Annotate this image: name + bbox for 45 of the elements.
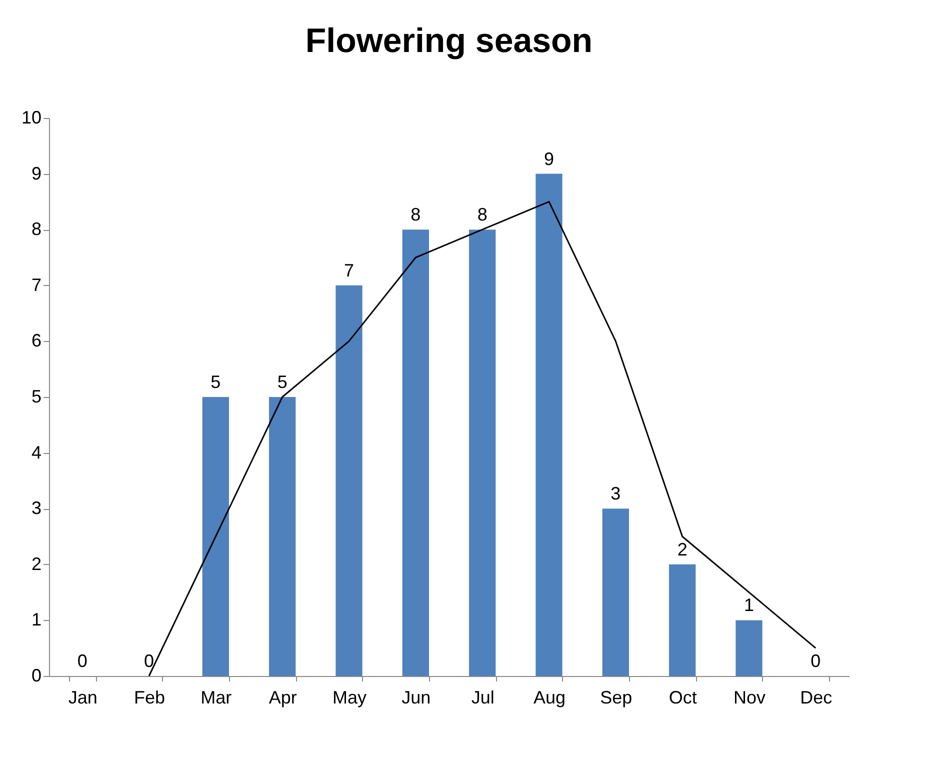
- x-tick-label: Jun: [402, 688, 431, 708]
- x-tick-label: Jan: [68, 688, 98, 708]
- data-label: 3: [610, 484, 621, 504]
- x-tick-label: May: [332, 688, 367, 708]
- x-tick-label: Oct: [668, 688, 697, 708]
- y-tick-label: 2: [31, 554, 42, 574]
- data-label: 8: [477, 204, 488, 225]
- data-label: 5: [210, 372, 221, 392]
- x-tick-label: Jul: [471, 688, 494, 708]
- data-label: 0: [144, 651, 154, 671]
- data-label: 8: [410, 204, 421, 225]
- x-tick-label: Sep: [600, 688, 632, 708]
- data-label: 0: [810, 651, 821, 671]
- data-label: 2: [677, 539, 688, 560]
- y-tick-label: 7: [31, 274, 42, 295]
- x-tick-label: Dec: [800, 688, 832, 708]
- bar: [469, 230, 496, 676]
- y-tick-label: 9: [31, 163, 42, 184]
- bar: [669, 564, 696, 676]
- y-tick-label: 0: [31, 666, 42, 686]
- data-label: 7: [344, 260, 354, 280]
- data-label: 9: [544, 148, 554, 169]
- y-tick-label: 6: [31, 330, 42, 351]
- chart-title: Flowering season: [305, 22, 593, 60]
- x-tick-label: Nov: [733, 688, 766, 708]
- data-label: 1: [744, 595, 754, 616]
- bar: [269, 397, 296, 676]
- bar: [736, 620, 762, 676]
- x-tick-label: Aug: [533, 688, 566, 708]
- y-tick-label: 8: [31, 219, 42, 240]
- y-tick-label: 5: [31, 386, 42, 406]
- bar: [202, 397, 229, 676]
- x-tick-label: Mar: [200, 688, 232, 708]
- bar: [336, 285, 362, 676]
- x-tick-label: Feb: [134, 688, 166, 708]
- y-tick-label: 1: [31, 610, 42, 630]
- data-label: 5: [277, 372, 288, 392]
- bar: [536, 174, 562, 676]
- y-tick-label: 10: [21, 108, 42, 128]
- x-tick-label: Apr: [268, 688, 297, 708]
- bar: [402, 230, 429, 676]
- bar: [602, 508, 629, 676]
- y-tick-label: 3: [31, 498, 42, 518]
- y-tick-label: 4: [31, 442, 42, 462]
- data-label: 0: [77, 651, 88, 671]
